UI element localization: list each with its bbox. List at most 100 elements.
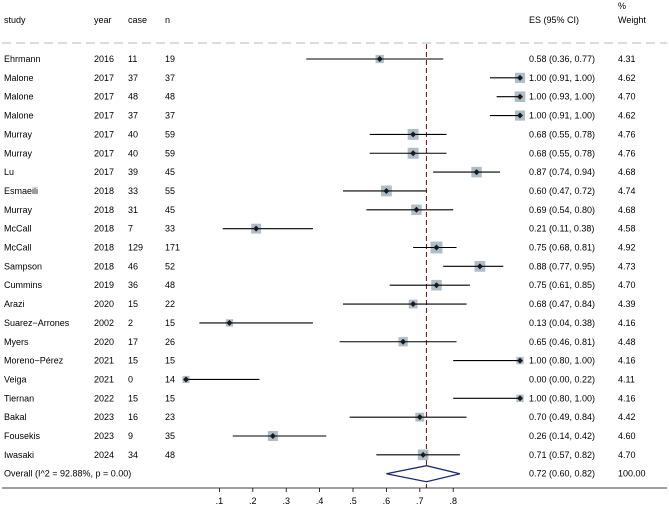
study-weight: 4.42 (618, 412, 636, 422)
study-es-ci: 0.60 (0.47, 0.72) (529, 186, 595, 196)
point-estimate (383, 187, 390, 194)
study-es-ci: 1.00 (0.80, 1.00) (529, 393, 595, 403)
overall-label: Overall (I^2 = 92.88%, p = 0.00) (4, 469, 131, 479)
study-es-ci: 0.13 (0.04, 0.38) (529, 318, 595, 328)
overall-weight: 100.00 (618, 469, 646, 479)
point-estimate (376, 56, 383, 62)
study-n: 37 (165, 111, 175, 121)
study-n: 59 (165, 148, 175, 158)
study-n: 48 (165, 450, 175, 460)
study-case: 17 (128, 337, 138, 347)
study-weight: 4.16 (618, 393, 636, 403)
header-year: year (94, 15, 112, 25)
point-estimate (473, 169, 480, 176)
study-es-ci: 0.58 (0.36, 0.77) (529, 54, 595, 64)
study-year: 2019 (94, 280, 114, 290)
point-estimate (420, 451, 427, 458)
study-name: Malone (4, 92, 34, 102)
study-n: 15 (165, 393, 175, 403)
x-tick-label: .8 (449, 496, 457, 506)
study-case: 46 (128, 261, 138, 271)
study-name: Malone (4, 111, 34, 121)
study-weight: 4.16 (618, 356, 636, 366)
table-row: Lu 2017 39 45 0.87 (0.74, 0.94) 4.68 (4, 167, 636, 177)
study-weight: 4.76 (618, 129, 636, 139)
header-study: study (4, 15, 26, 25)
study-weight: 4.70 (618, 280, 636, 290)
study-weight: 4.48 (618, 337, 636, 347)
study-es-ci: 0.70 (0.49, 0.84) (529, 412, 595, 422)
table-row: McCall 2018 129 171 0.75 (0.68, 0.81) 4.92 (4, 243, 636, 253)
x-tick-label: .4 (316, 496, 324, 506)
x-tick-label: .7 (416, 496, 424, 506)
point-estimate (433, 282, 440, 289)
overall-diamond (386, 465, 461, 483)
study-case: 48 (128, 92, 138, 102)
study-year: 2021 (94, 356, 114, 366)
point-estimate (517, 357, 523, 364)
table-row: Cummins 2019 36 48 0.75 (0.61, 0.85) 4.70 (4, 280, 636, 290)
x-axis: .1 .2 .3 .4 .5 .6 .7 .8 (216, 488, 457, 506)
study-n: 26 (165, 337, 175, 347)
study-case: 15 (128, 393, 138, 403)
header-n: n (165, 15, 170, 25)
header-case: case (128, 15, 147, 25)
study-case: 40 (128, 148, 138, 158)
study-es-ci: 0.00 (0.00, 0.22) (529, 374, 595, 384)
study-year: 2018 (94, 243, 114, 253)
study-case: 40 (128, 129, 138, 139)
study-es-ci: 1.00 (0.93, 1.00) (529, 92, 595, 102)
study-name: Esmaeili (4, 186, 38, 196)
point-estimate (410, 150, 417, 157)
study-name: McCall (4, 243, 32, 253)
study-case: 0 (128, 374, 133, 384)
study-n: 45 (165, 167, 175, 177)
study-name: Lu (4, 167, 14, 177)
study-case: 34 (128, 450, 138, 460)
study-es-ci: 0.69 (0.54, 0.80) (529, 205, 595, 215)
study-weight: 4.58 (618, 224, 636, 234)
study-es-ci: 0.71 (0.57, 0.82) (529, 450, 595, 460)
study-weight: 4.70 (618, 92, 636, 102)
study-case: 15 (128, 299, 138, 309)
study-n: 59 (165, 129, 175, 139)
study-weight: 4.76 (618, 148, 636, 158)
study-name: Fousekis (4, 431, 41, 441)
study-year: 2023 (94, 412, 114, 422)
study-weight: 4.73 (618, 261, 636, 271)
point-estimate (410, 131, 417, 138)
study-n: 45 (165, 205, 175, 215)
study-es-ci: 0.88 (0.77, 0.95) (529, 261, 595, 271)
study-es-ci: 0.87 (0.74, 0.94) (529, 167, 595, 177)
study-weight: 4.16 (618, 318, 636, 328)
study-es-ci: 0.68 (0.55, 0.78) (529, 129, 595, 139)
table-row: Sampson 2018 46 52 0.88 (0.77, 0.95) 4.73 (4, 261, 636, 271)
header-es: ES (95% CI) (529, 15, 579, 25)
study-name: Ehrmann (4, 54, 41, 64)
study-year: 2024 (94, 450, 114, 460)
study-n: 14 (165, 374, 175, 384)
study-es-ci: 0.68 (0.47, 0.84) (529, 299, 595, 309)
point-estimate (416, 414, 423, 421)
study-es-ci: 1.00 (0.91, 1.00) (529, 111, 595, 121)
table-row: Tiernan 2022 15 15 1.00 (0.80, 1.00) 4.16 (4, 393, 636, 403)
table-row: Moreno−Pérez 2021 15 15 1.00 (0.80, 1.00) 4.1… (4, 356, 636, 366)
study-name: Veiga (4, 374, 27, 384)
study-n: 52 (165, 261, 175, 271)
plot-marks (182, 44, 526, 488)
point-estimate (226, 319, 233, 326)
x-tick-label: .5 (349, 496, 357, 506)
study-es-ci: 1.00 (0.91, 1.00) (529, 73, 595, 83)
table-row: Malone 2017 37 37 1.00 (0.91, 1.00) 4.62 (4, 111, 636, 121)
study-year: 2021 (94, 374, 114, 384)
study-weight: 4.39 (618, 299, 636, 309)
table-row: Myers 2020 17 26 0.65 (0.46, 0.81) 4.48 (4, 337, 636, 347)
point-estimate (433, 244, 440, 251)
study-weight: 4.62 (618, 111, 636, 121)
study-n: 15 (165, 318, 175, 328)
table-row: McCall 2018 7 33 0.21 (0.11, 0.38) 4.58 (4, 224, 636, 234)
study-es-ci: 1.00 (0.80, 1.00) (529, 356, 595, 366)
study-weight: 4.62 (618, 73, 636, 83)
study-n: 23 (165, 412, 175, 422)
study-rows: Ehrmann 2016 11 19 0.58 (0.36, 0.77) 4.31Malo… (4, 54, 646, 479)
